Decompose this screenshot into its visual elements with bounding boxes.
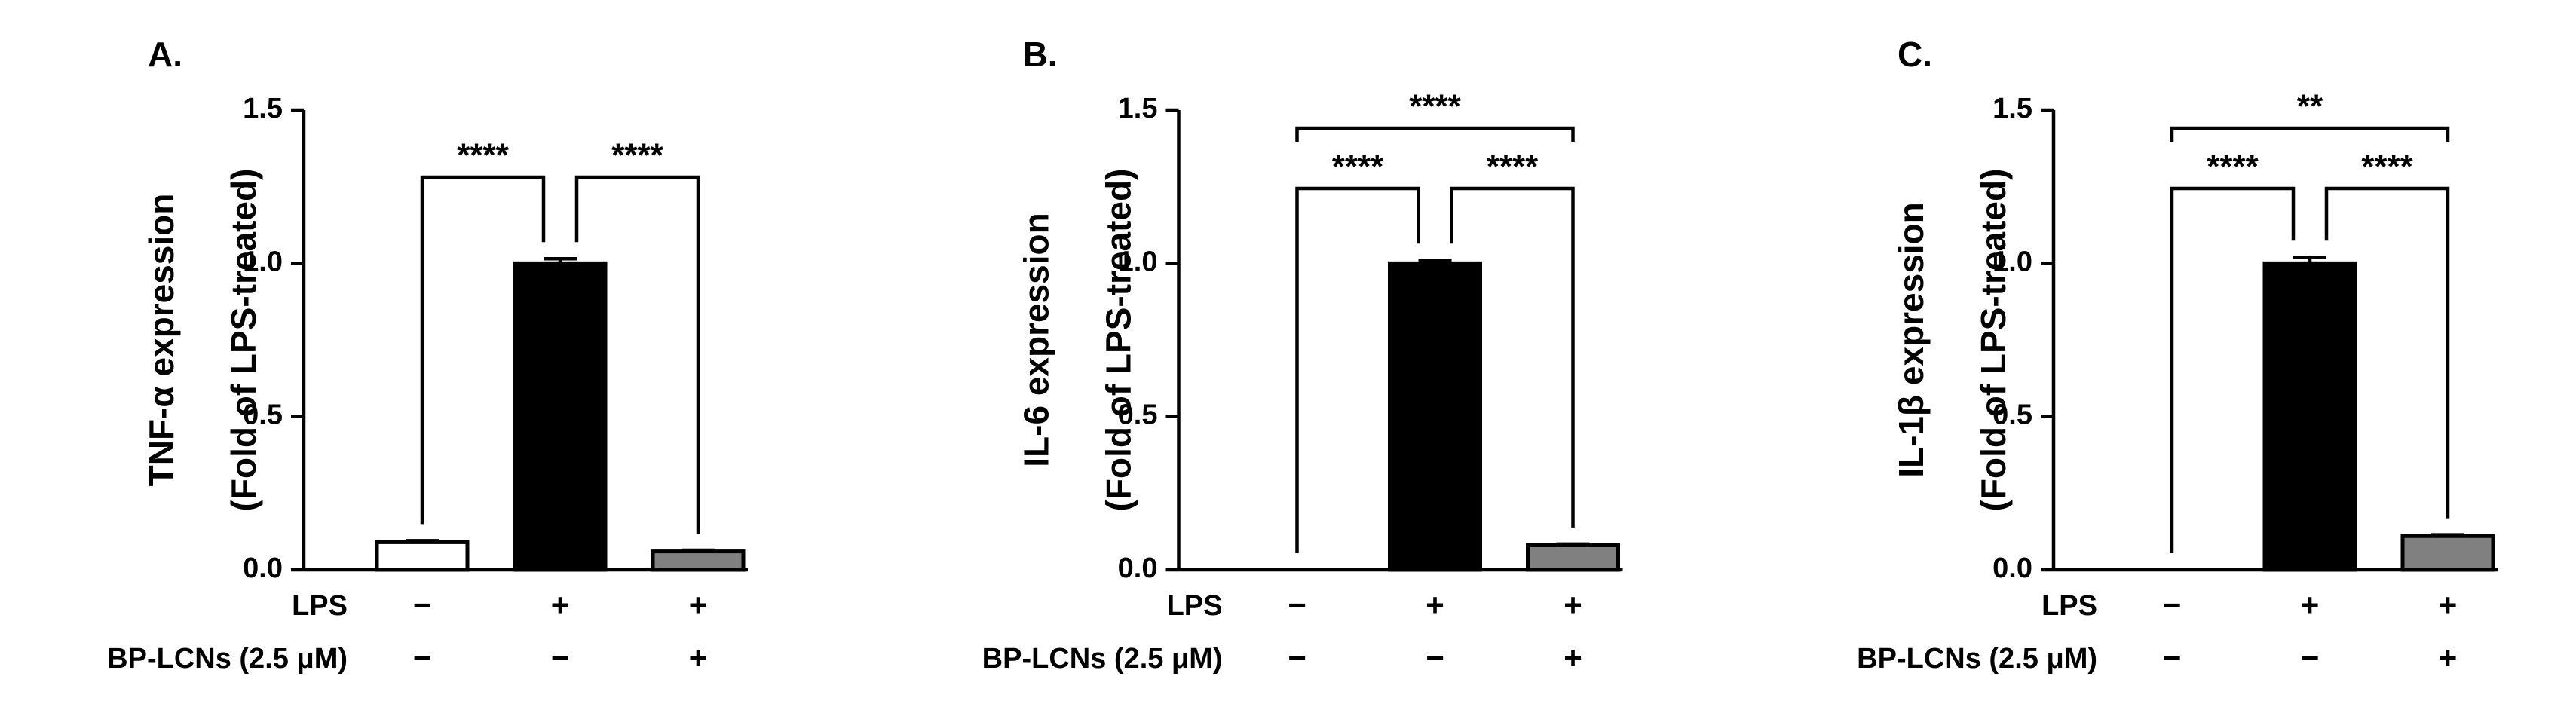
significance-bracket bbox=[2324, 186, 2450, 519]
treatment-sign: − bbox=[1288, 640, 1306, 675]
treatment-sign: + bbox=[2301, 587, 2320, 623]
treatment-sign: + bbox=[551, 587, 570, 623]
error-bar bbox=[1556, 542, 1590, 546]
significance-bracket bbox=[1450, 186, 1575, 528]
treatment-sign: − bbox=[1288, 587, 1306, 623]
treatment-label: BP-LCNs (2.5 μM) bbox=[1857, 643, 2097, 675]
bar bbox=[375, 540, 470, 572]
y-tick-label: 0.0 bbox=[1992, 552, 2032, 584]
treatment-sign: + bbox=[689, 640, 708, 675]
significance-bracket bbox=[1295, 126, 1575, 142]
treatment-sign: + bbox=[1426, 587, 1444, 623]
significance-label: **** bbox=[457, 137, 509, 174]
error-bar bbox=[2431, 533, 2464, 537]
treatment-label: BP-LCNs (2.5 μM) bbox=[107, 643, 348, 675]
error-bar bbox=[1418, 259, 1452, 264]
error-bar bbox=[2293, 255, 2326, 264]
y-tick-label: 0.5 bbox=[1992, 399, 2032, 431]
y-axis-label: IL-6 expression bbox=[1017, 213, 1056, 467]
error-bar bbox=[682, 548, 715, 552]
y-tick-label: 1.0 bbox=[243, 246, 283, 277]
treatment-sign: − bbox=[1426, 640, 1444, 675]
bar bbox=[1388, 261, 1482, 572]
treatment-sign: + bbox=[1564, 587, 1582, 623]
significance-label: **** bbox=[1409, 88, 1461, 125]
significance-bracket bbox=[1295, 186, 1420, 553]
bar bbox=[2400, 534, 2495, 572]
treatment-sign: + bbox=[689, 587, 708, 623]
y-tick-label: 1.0 bbox=[1992, 246, 2032, 277]
treatment-sign: − bbox=[413, 640, 432, 675]
error-bar bbox=[406, 539, 439, 543]
y-axis-label: TNF-α expression bbox=[142, 194, 181, 487]
treatment-sign: − bbox=[2301, 640, 2320, 675]
significance-label: **** bbox=[1487, 148, 1539, 185]
significance-label: **** bbox=[611, 137, 663, 174]
y-tick-label: 1.5 bbox=[243, 93, 283, 124]
y-tick-label: 0.0 bbox=[243, 552, 283, 584]
y-tick-label: 1.5 bbox=[1118, 93, 1158, 124]
significance-bracket bbox=[2170, 186, 2296, 553]
bar bbox=[1526, 543, 1620, 572]
treatment-label: LPS bbox=[2042, 590, 2097, 622]
treatment-sign: + bbox=[2439, 640, 2458, 675]
significance-bracket bbox=[574, 175, 700, 534]
treatment-sign: − bbox=[551, 640, 570, 675]
significance-bracket bbox=[420, 175, 546, 525]
panel: B.IL-6 expression (Fold of LPS-treated)0.… bbox=[982, 35, 1623, 675]
treatment-sign: − bbox=[2163, 587, 2182, 623]
treatment-sign: − bbox=[2163, 640, 2182, 675]
treatment-label: LPS bbox=[292, 590, 348, 622]
treatment-sign: + bbox=[1564, 640, 1582, 675]
error-bar bbox=[544, 256, 577, 264]
y-tick-label: 1.0 bbox=[1118, 246, 1158, 277]
y-tick-label: 0.0 bbox=[1118, 552, 1158, 584]
significance-bracket bbox=[2170, 126, 2450, 142]
y-axis-label: IL-1β expression bbox=[1891, 202, 1931, 478]
panel-label: C. bbox=[1898, 35, 1932, 74]
treatment-sign: − bbox=[413, 587, 432, 623]
significance-label: **** bbox=[2361, 148, 2413, 185]
y-tick-label: 0.5 bbox=[243, 399, 283, 431]
y-tick-label: 1.5 bbox=[1992, 93, 2032, 124]
panel: C.IL-1β expression (Fold of LPS-treated)0… bbox=[1857, 35, 2498, 675]
panel-label: B. bbox=[1023, 35, 1058, 74]
y-tick-label: 0.5 bbox=[1118, 399, 1158, 431]
significance-label: **** bbox=[1332, 148, 1384, 185]
bar bbox=[651, 549, 746, 572]
significance-label: ** bbox=[2297, 88, 2323, 125]
panel-label: A. bbox=[148, 35, 182, 74]
bar bbox=[2262, 261, 2357, 572]
significance-label: **** bbox=[2207, 148, 2259, 185]
panel: A.TNF-α expression (Fold of LPS-treated)0… bbox=[107, 35, 748, 675]
treatment-label: LPS bbox=[1167, 590, 1223, 622]
y-axis-label: (Fold of LPS-treated) bbox=[224, 169, 263, 512]
treatment-label: BP-LCNs (2.5 μM) bbox=[982, 643, 1223, 675]
y-axis-label: (Fold of LPS-treated) bbox=[1099, 169, 1138, 512]
bar bbox=[513, 261, 608, 572]
y-axis-label: (Fold of LPS-treated) bbox=[1974, 169, 2013, 512]
treatment-sign: + bbox=[2439, 587, 2458, 623]
